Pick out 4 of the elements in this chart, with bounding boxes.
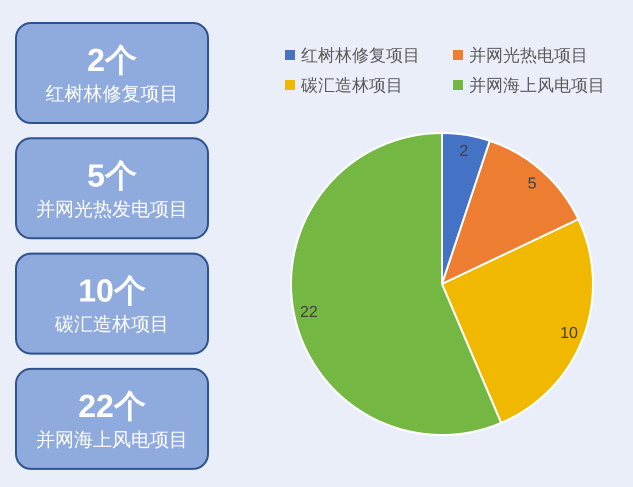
legend-label: 红树林修复项目 — [301, 46, 420, 65]
legend-label: 并网光热电项目 — [469, 46, 588, 65]
legend-label: 碳汇造林项目 — [300, 76, 403, 95]
legend-label: 并网海上风电项目 — [469, 76, 605, 95]
